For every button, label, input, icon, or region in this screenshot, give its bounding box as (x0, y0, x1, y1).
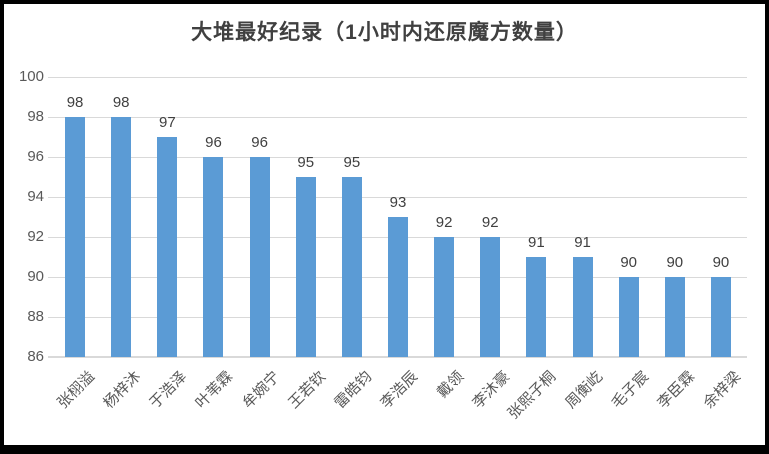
data-label: 90 (712, 254, 730, 271)
gridline (48, 157, 747, 158)
data-label: 91 (574, 234, 591, 251)
y-axis-tick-label: 100 (18, 68, 44, 85)
bar (526, 257, 547, 357)
gridline (48, 197, 747, 198)
data-label: 90 (620, 254, 637, 271)
x-axis-category-label: 张熙子桐 (505, 368, 560, 423)
x-axis-category-label: 牟婉宁 (238, 368, 283, 412)
data-label: 96 (251, 134, 268, 151)
y-axis-tick-label: 90 (27, 268, 44, 285)
x-axis-category-label: 戴领 (434, 368, 468, 402)
y-axis-tick-label: 94 (27, 188, 44, 205)
bar (710, 277, 731, 357)
x-axis-category-label: 毛子宸 (607, 368, 652, 412)
y-axis-tick-label: 92 (27, 228, 44, 245)
bar (434, 237, 455, 357)
chart-title: 大堆最好纪录（1小时内还原魔方数量） (191, 21, 578, 44)
plot-area: 100 98 96 94 92 90 88 86 98 张栩溢 98 杨梓沐 97 于浩泽 96 叶苇霖 96 牟… (4, 4, 765, 445)
gridline (48, 356, 747, 358)
data-label: 96 (205, 134, 222, 151)
bar (480, 237, 501, 357)
data-label: 95 (297, 154, 315, 171)
data-label: 92 (435, 214, 453, 231)
x-axis-category-label: 周衡屹 (561, 368, 606, 412)
bar (388, 217, 408, 357)
x-axis-category-label: 张栩溢 (54, 368, 99, 412)
bar (618, 277, 639, 357)
bar (341, 177, 362, 357)
data-label: 97 (158, 114, 176, 131)
x-axis-category-label: 王若钦 (285, 368, 329, 412)
data-label: 95 (343, 154, 361, 171)
data-label: 93 (389, 194, 407, 211)
bar (664, 277, 685, 357)
x-axis-category-label: 余梓梁 (700, 368, 745, 412)
y-axis-tick-label: 88 (27, 308, 44, 325)
x-axis-category-label: 雷皓钧 (331, 368, 376, 412)
data-label: 98 (112, 94, 130, 111)
x-axis-category-label: 杨梓沐 (100, 368, 145, 412)
x-axis-category-label: 李臣霖 (654, 368, 698, 412)
data-label: 91 (528, 234, 545, 251)
y-axis-tick-label: 96 (27, 148, 44, 165)
bar (203, 157, 224, 357)
x-axis-category-label: 李浩辰 (377, 368, 422, 412)
bar (111, 117, 132, 357)
bar (65, 117, 86, 357)
y-axis-tick-label: 86 (27, 348, 44, 365)
x-axis-category-label: 于浩泽 (146, 368, 191, 412)
data-label: 92 (481, 214, 499, 231)
data-label: 98 (66, 94, 84, 111)
x-axis-category-label: 叶苇霖 (192, 368, 237, 412)
bar (157, 137, 178, 357)
bar (572, 257, 593, 357)
gridline (48, 117, 747, 118)
y-axis-tick-label: 98 (27, 108, 44, 125)
bar (295, 177, 316, 357)
data-label: 90 (666, 254, 684, 271)
gridline (48, 77, 747, 78)
bar (249, 157, 270, 357)
